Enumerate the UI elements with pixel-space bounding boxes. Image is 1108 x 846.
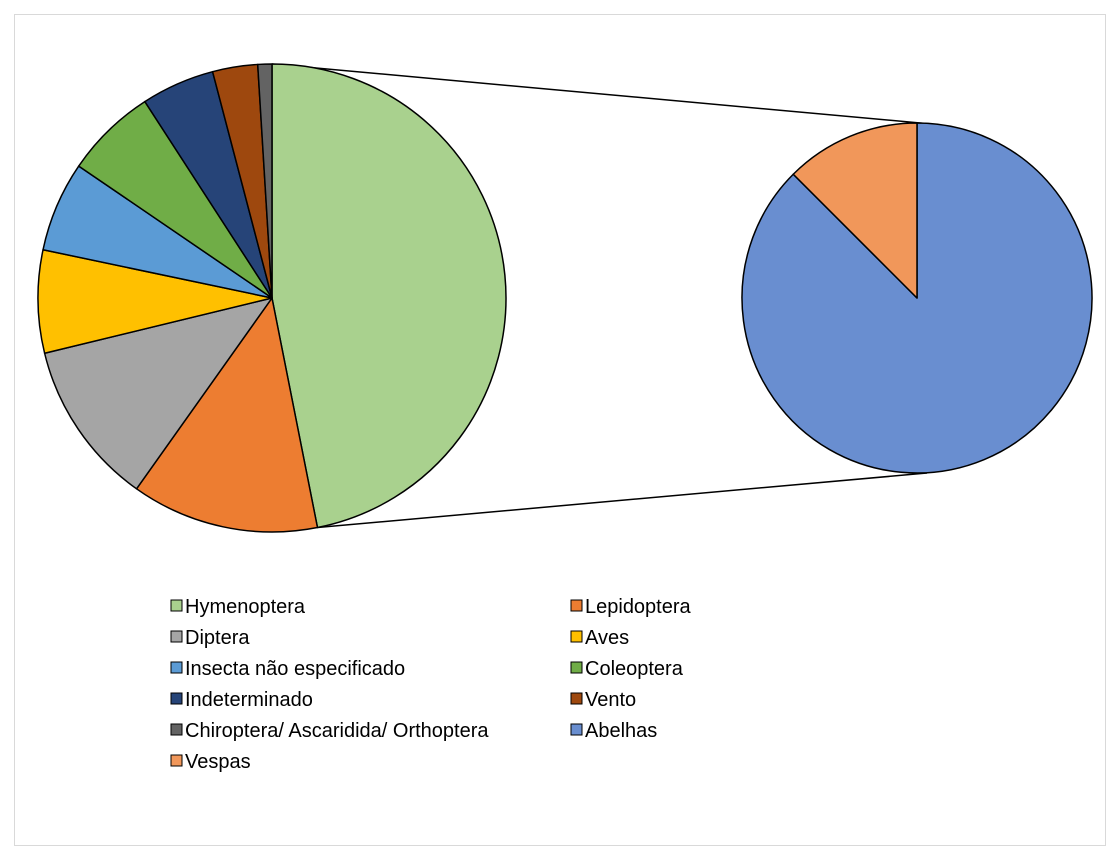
- legend-swatch-indeterminado: [170, 692, 183, 705]
- secondary-pie-slice-vespas: [792, 122, 918, 299]
- main-pie-slice-diptera: [43, 297, 273, 490]
- legend-label-coleoptera: Coleoptera: [585, 658, 684, 680]
- legend-label-indeterminado: Indeterminado: [185, 689, 313, 711]
- legend: Hymenoptera Lepidoptera Diptera Aves Insecta…: [170, 596, 692, 773]
- chart-area: Hymenoptera Lepidoptera Diptera Aves Insecta…: [14, 14, 1106, 846]
- legend-swatch-diptera: [170, 630, 183, 643]
- legend-label-chiroptera-ascaridida-orthoptera: Chiroptera/ Ascaridida/ Orthoptera: [185, 720, 489, 742]
- connector-line-bottom: [317, 472, 928, 529]
- main-pie-slice-lepidoptera: [135, 297, 319, 533]
- secondary-pie: [741, 122, 1093, 474]
- pie-of-pie-chart: Hymenoptera Lepidoptera Diptera Aves Insecta…: [37, 63, 1093, 773]
- legend-label-lepidoptera: Lepidoptera: [585, 596, 692, 618]
- legend-label-vento: Vento: [585, 689, 636, 711]
- legend-swatch-vespas: [170, 754, 183, 767]
- legend-label-hymenoptera: Hymenoptera: [185, 596, 306, 618]
- legend-swatch-coleoptera: [570, 661, 583, 674]
- legend-label-vespas: Vespas: [185, 751, 251, 773]
- main-pie: [37, 63, 507, 533]
- main-pie-slice-chiroptera-ascaridida-orthoptera: [256, 63, 273, 299]
- legend-swatch-abelhas: [570, 723, 583, 736]
- legend-swatch-chiroptera-ascaridida-orthoptera: [170, 723, 183, 736]
- main-pie-slice-hymenoptera: [271, 63, 507, 529]
- legend-label-insecta-nao-especificado: Insecta não especificado: [185, 658, 405, 680]
- legend-label-aves: Aves: [585, 627, 629, 649]
- legend-label-abelhas: Abelhas: [585, 720, 657, 742]
- legend-swatch-vento: [570, 692, 583, 705]
- legend-swatch-insecta-nao-especificado: [170, 661, 183, 674]
- connector-lines: [271, 63, 932, 529]
- main-pie-slice-aves: [37, 248, 273, 355]
- legend-swatch-hymenoptera: [170, 599, 183, 612]
- legend-label-diptera: Diptera: [185, 627, 250, 649]
- connector-line-top: [271, 63, 932, 125]
- legend-swatch-aves: [570, 630, 583, 643]
- legend-swatch-lepidoptera: [570, 599, 583, 612]
